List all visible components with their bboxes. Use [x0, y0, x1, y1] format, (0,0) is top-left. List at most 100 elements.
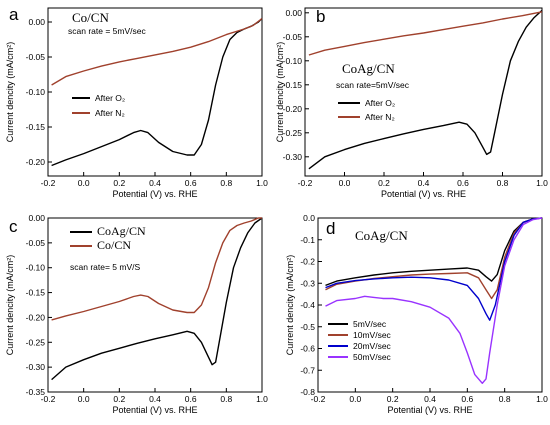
y-tick-label: -0.30 [26, 362, 46, 372]
x-tick-label: 0.4 [149, 178, 161, 188]
legend-entry: After N₂ [365, 112, 395, 122]
chart-panel-d: -0.2 0.0 0.2 0.4 0.6 0.8 1.0 0.0 -0.1 -0.2 -0.3 -0.… [285, 213, 548, 415]
x-axis-label: Potential (V) vs. RHE [112, 189, 197, 199]
panel-letter: d [326, 219, 335, 238]
series-line [325, 217, 543, 321]
y-tick-label: -0.5 [300, 322, 315, 332]
y-tick-label: 0.00 [28, 17, 45, 27]
series-line [51, 17, 263, 167]
y-tick-label: -0.15 [26, 288, 46, 298]
x-tick-label: 0.6 [461, 394, 473, 404]
panel-letter: c [9, 217, 18, 236]
legend-entry: 10mV/sec [353, 330, 392, 340]
y-tick-label: -0.2 [300, 257, 315, 267]
x-tick-label: 0.8 [220, 394, 232, 404]
y-axis-label: Current dencity (mA/cm²) [5, 42, 15, 143]
plot-frame [47, 217, 263, 393]
y-tick-label: -0.15 [26, 122, 46, 132]
series-line [308, 11, 543, 56]
y-axis-label: Current dencity (mA/cm²) [5, 255, 15, 356]
panel-letter: a [9, 5, 19, 24]
series-line [51, 17, 263, 86]
y-tick-label: -0.25 [283, 128, 303, 138]
x-tick-label: 0.2 [113, 394, 125, 404]
x-tick-label: 0.6 [457, 178, 469, 188]
x-tick-label: 0.6 [185, 394, 197, 404]
x-tick-label: 0.0 [349, 394, 361, 404]
x-tick-label: 1.0 [256, 394, 268, 404]
y-tick-label: -0.35 [26, 387, 46, 397]
panel-letter: b [316, 7, 325, 26]
series-line [325, 217, 543, 384]
legend-entry: 5mV/sec [353, 319, 387, 329]
y-tick-label: -0.4 [300, 300, 315, 310]
series-line [51, 217, 262, 321]
x-tick-label: 0.2 [378, 178, 390, 188]
y-tick-label: -0.05 [26, 52, 46, 62]
y-tick-label: 0.0 [303, 213, 315, 223]
x-tick-label: 0.4 [418, 178, 430, 188]
legend-entry: After N₂ [95, 108, 125, 118]
legend-entry: 50mV/sec [353, 352, 392, 362]
series-line [308, 9, 543, 170]
x-tick-label: 1.0 [536, 394, 548, 404]
panel-title: CoAg/CN [342, 61, 395, 76]
x-tick-label: 1.0 [256, 178, 268, 188]
panel-title: CoAg/CN [355, 228, 408, 243]
series-line [325, 217, 543, 287]
panel-title: Co/CN [72, 10, 109, 25]
y-tick-label: -0.20 [26, 312, 46, 322]
legend-entry: 20mV/sec [353, 341, 392, 351]
y-tick-label: -0.8 [300, 387, 315, 397]
chart-panel-b: -0.2 0.0 0.2 0.4 0.6 0.8 1.0 0.00 -0.05 -0.10 -0.1… [275, 7, 548, 199]
legend-entry: CoAg/CN [97, 224, 146, 238]
y-axis-label: Current dencity (mA/cm²) [275, 42, 285, 143]
y-tick-label: -0.10 [26, 263, 46, 273]
y-tick-label: -0.10 [26, 87, 46, 97]
x-tick-label: 0.2 [113, 178, 125, 188]
chart-panel-c: -0.2 0.0 0.2 0.4 0.6 0.8 1.0 0.00 -0.05 -0.10 -0.1… [5, 213, 268, 415]
y-tick-label: -0.10 [283, 56, 303, 66]
x-tick-label: 1.0 [536, 178, 548, 188]
y-tick-label: -0.1 [300, 235, 315, 245]
x-tick-label: 0.4 [424, 394, 436, 404]
y-tick-label: -0.25 [26, 337, 46, 347]
x-axis-label: Potential (V) vs. RHE [381, 189, 466, 199]
x-tick-label: 0.8 [220, 178, 232, 188]
legend-entry: After O₂ [95, 93, 125, 103]
scan-rate-note: scan rate = 5mV/sec [68, 26, 146, 36]
y-tick-label: -0.3 [300, 278, 315, 288]
x-tick-label: 0.8 [497, 178, 509, 188]
x-tick-label: 0.4 [149, 394, 161, 404]
y-tick-label: -0.6 [300, 344, 315, 354]
y-tick-label: -0.05 [283, 32, 303, 42]
x-tick-label: -0.2 [298, 178, 313, 188]
x-tick-label: -0.2 [41, 178, 56, 188]
legend-entry: Co/CN [97, 238, 131, 252]
x-axis-label: Potential (V) vs. RHE [112, 405, 197, 415]
y-tick-label: 0.00 [28, 213, 45, 223]
y-tick-label: 0.00 [285, 8, 302, 18]
x-tick-label: 0.0 [339, 178, 351, 188]
y-axis-label: Current dencity (mA/cm²) [285, 255, 295, 356]
scan-rate-note: scan rate=5mV/sec [336, 80, 410, 90]
y-tick-label: -0.05 [26, 238, 46, 248]
y-tick-label: -0.15 [283, 80, 303, 90]
y-tick-label: -0.30 [283, 152, 303, 162]
x-tick-label: 0.0 [78, 394, 90, 404]
y-tick-label: -0.20 [26, 157, 46, 167]
series-line [51, 217, 263, 381]
x-tick-label: -0.2 [311, 394, 326, 404]
legend-entry: After O₂ [365, 98, 395, 108]
x-tick-label: 0.0 [78, 178, 90, 188]
x-tick-label: 0.6 [185, 178, 197, 188]
y-tick-label: -0.20 [283, 104, 303, 114]
x-tick-label: 0.2 [387, 394, 399, 404]
x-axis-label: Potential (V) vs. RHE [387, 405, 472, 415]
chart-panel-a: -0.2 0.0 0.2 0.4 0.6 0.8 1.0 0.00 -0.05 -0.10 -0.1… [5, 5, 268, 199]
scan-rate-note: scan rate= 5 mV/S [70, 262, 140, 272]
y-tick-label: -0.7 [300, 365, 315, 375]
x-tick-label: 0.8 [499, 394, 511, 404]
x-tick-label: -0.2 [41, 394, 56, 404]
